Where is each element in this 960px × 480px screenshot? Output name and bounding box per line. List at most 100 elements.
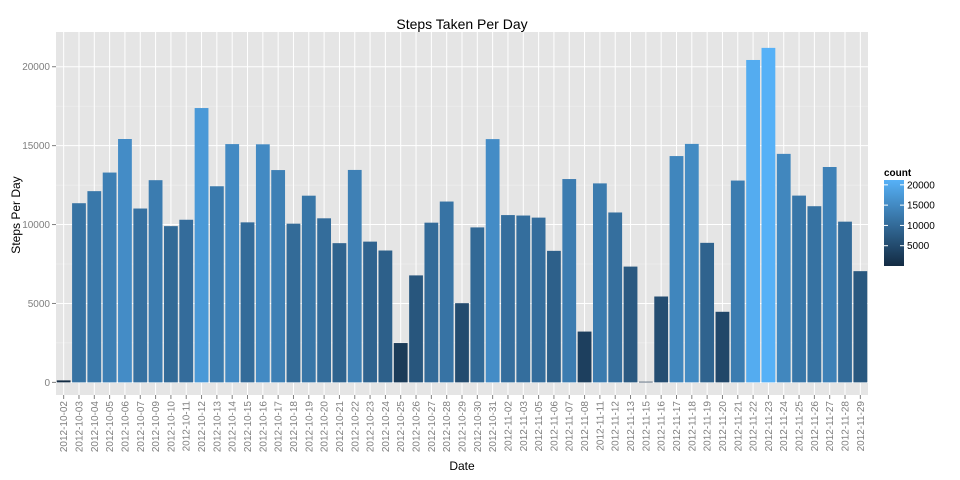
x-tick-label: 2012-10-15 <box>243 401 254 453</box>
x-tick-label: 2012-10-17 <box>274 401 285 453</box>
bar-2012-10-10 <box>164 226 178 383</box>
legend: count 5000 10000 15000 20000 <box>884 168 935 266</box>
legend-ticks: 5000 10000 15000 20000 <box>884 180 935 252</box>
bar-2012-11-18 <box>684 143 699 383</box>
x-tick-label: 2012-11-20 <box>718 401 729 452</box>
x-tick-label: 2012-11-11 <box>595 401 606 451</box>
x-tick-label: 2012-11-28 <box>841 401 852 452</box>
legend-tick-label: 20000 <box>907 180 935 191</box>
bar-2012-11-21 <box>730 180 745 383</box>
bar-2012-10-31 <box>485 139 500 383</box>
bar-2012-10-21 <box>332 243 347 383</box>
x-tick-label: 2012-11-27 <box>825 401 836 452</box>
bar-2012-10-22 <box>347 169 362 383</box>
bar-2012-10-30 <box>470 227 485 383</box>
y-tick-label: 0 <box>44 378 50 389</box>
x-tick-label: 2012-11-05 <box>534 401 545 452</box>
x-tick-label: 2012-11-17 <box>672 401 683 452</box>
x-tick-label: 2012-10-09 <box>151 401 162 453</box>
x-tick-label: 2012-10-13 <box>212 401 223 453</box>
bar-2012-10-26 <box>409 275 423 383</box>
bar-2012-11-05 <box>531 217 546 383</box>
x-tick-label: 2012-11-13 <box>626 401 637 452</box>
x-tick-label: 2012-11-02 <box>503 401 514 452</box>
bar-2012-11-12 <box>608 212 623 383</box>
x-tick-label: 2012-10-10 <box>166 401 177 453</box>
bar-2012-10-14 <box>225 144 240 383</box>
x-tick-label: 2012-10-20 <box>320 401 331 453</box>
bar-2012-10-29 <box>455 303 469 383</box>
x-tick-label: 2012-10-21 <box>335 401 346 453</box>
x-tick-label: 2012-10-19 <box>304 401 315 453</box>
bar-2012-10-11 <box>179 219 194 383</box>
bar-2012-11-16 <box>654 296 669 383</box>
x-tick-label: 2012-10-26 <box>412 401 423 453</box>
bar-2012-10-23 <box>363 241 377 383</box>
x-tick-label: 2012-10-24 <box>381 401 392 453</box>
x-tick-label: 2012-10-06 <box>120 401 131 453</box>
x-tick-label: 2012-11-24 <box>779 401 790 452</box>
bar-2012-10-03 <box>72 203 86 383</box>
x-tick-label: 2012-11-06 <box>549 401 560 452</box>
x-axis-ticks: 2012-10-02 2012-10-03 2012-10-04 2012-10-05… <box>59 395 867 452</box>
legend-tick-label: 5000 <box>907 241 930 252</box>
x-tick-label: 2012-11-29 <box>856 401 867 452</box>
legend-tick-label: 10000 <box>907 221 935 232</box>
bar-2012-10-24 <box>378 250 393 383</box>
bar-2012-10-18 <box>286 223 301 383</box>
bar-2012-11-03 <box>516 215 531 383</box>
bar-2012-11-19 <box>700 242 715 383</box>
x-tick-label: 2012-10-04 <box>90 401 101 453</box>
x-tick-label: 2012-10-31 <box>488 401 499 453</box>
x-tick-label: 2012-11-03 <box>519 401 530 452</box>
bar-2012-10-07 <box>133 208 148 383</box>
x-tick-label: 2012-11-12 <box>611 401 622 452</box>
x-tick-label: 2012-11-21 <box>733 401 744 452</box>
x-tick-label: 2012-11-23 <box>764 401 775 452</box>
bar-2012-10-20 <box>317 218 332 383</box>
bar-2012-10-05 <box>102 172 117 383</box>
bar-2012-11-15 <box>638 381 653 383</box>
bar-2012-10-17 <box>271 170 286 383</box>
bar-2012-11-02 <box>501 215 515 383</box>
bar-2012-11-11 <box>592 183 607 383</box>
x-tick-label: 2012-10-22 <box>350 401 361 453</box>
bar-2012-10-12 <box>194 108 209 383</box>
x-tick-label: 2012-11-22 <box>749 401 760 452</box>
bar-2012-11-23 <box>761 47 776 383</box>
bar-2012-10-19 <box>301 195 316 383</box>
x-axis-title: Date <box>449 459 475 473</box>
bars <box>56 47 868 383</box>
x-tick-label: 2012-10-18 <box>289 401 300 453</box>
bar-2012-11-28 <box>838 221 852 383</box>
bar-2012-10-02 <box>56 380 71 383</box>
x-tick-label: 2012-10-30 <box>473 401 484 453</box>
chart-title: Steps Taken Per Day <box>396 16 527 32</box>
legend-tick-label: 15000 <box>907 201 935 212</box>
bar-2012-11-08 <box>577 331 592 383</box>
x-tick-label: 2012-10-07 <box>136 401 147 453</box>
y-tick-label: 15000 <box>22 141 50 152</box>
bar-2012-11-29 <box>853 271 868 383</box>
x-tick-label: 2012-11-19 <box>703 401 714 452</box>
x-tick-label: 2012-10-28 <box>442 401 453 453</box>
x-tick-label: 2012-10-03 <box>74 401 85 453</box>
x-tick-label: 2012-10-27 <box>427 401 438 453</box>
legend-colorbar <box>884 180 904 266</box>
bar-2012-11-25 <box>792 195 806 383</box>
bar-2012-10-16 <box>255 144 270 383</box>
bar-2012-10-04 <box>87 191 102 383</box>
bar-2012-11-06 <box>547 250 561 383</box>
bar-2012-11-20 <box>715 311 730 383</box>
bar-2012-10-13 <box>209 186 224 383</box>
x-tick-label: 2012-11-07 <box>565 401 576 452</box>
bar-2012-10-25 <box>393 343 408 383</box>
x-tick-label: 2012-10-12 <box>197 401 208 453</box>
x-tick-label: 2012-10-23 <box>366 401 377 453</box>
y-tick-label: 5000 <box>28 299 51 310</box>
x-tick-label: 2012-10-16 <box>258 401 269 453</box>
x-tick-label: 2012-11-16 <box>657 401 668 452</box>
y-tick-label: 10000 <box>22 220 50 231</box>
